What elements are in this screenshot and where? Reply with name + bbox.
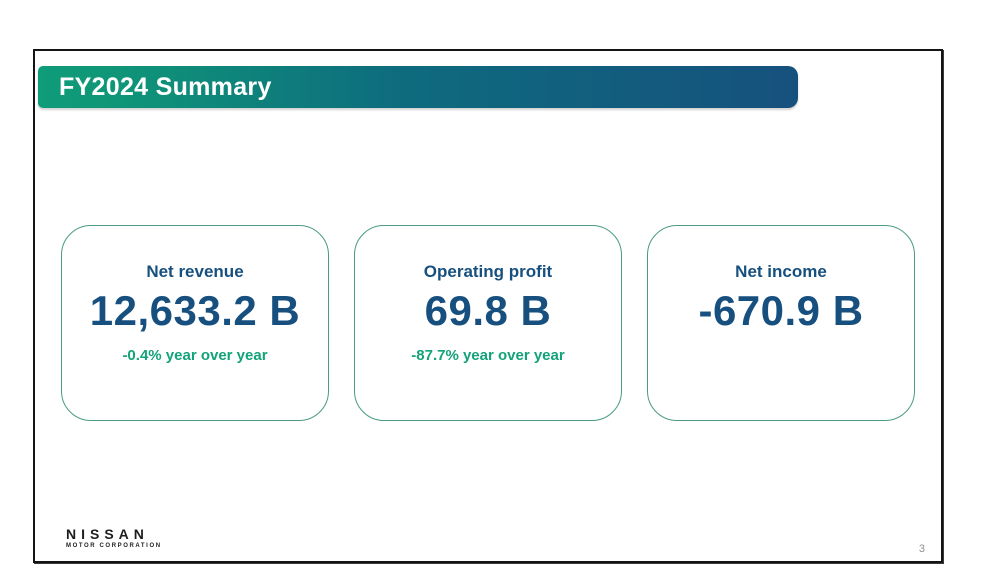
metric-label: Net revenue — [146, 262, 244, 281]
metric-value: 69.8 B — [424, 287, 552, 334]
metric-yoy: -87.7% year over year — [411, 347, 565, 364]
nissan-logo-subtitle: MOTOR CORPORATION — [66, 543, 162, 549]
metric-card-operating-profit: Operating profit 69.8 B -87.7% year over… — [354, 225, 622, 421]
metric-card-net-income: Net income -670.9 B — [647, 225, 915, 421]
slide-title-banner: FY2024 Summary — [38, 66, 798, 108]
metric-card-net-revenue: Net revenue 12,633.2 B -0.4% year over y… — [61, 225, 329, 421]
metric-label: Operating profit — [423, 262, 553, 281]
metric-label: Net income — [735, 262, 827, 281]
page-number: 3 — [918, 543, 925, 555]
nissan-logo: NISSAN MOTOR CORPORATION — [66, 527, 162, 549]
metric-yoy: -0.4% year over year — [122, 347, 268, 364]
metric-cards-row: Net revenue 12,633.2 B -0.4% year over y… — [61, 225, 915, 421]
nissan-logo-wordmark: NISSAN — [66, 526, 149, 542]
slide: FY2024 Summary Net revenue 12,633.2 B -0… — [33, 49, 943, 563]
metric-value: 12,633.2 B — [89, 287, 301, 334]
metric-value: -670.9 B — [698, 287, 864, 334]
slide-title: FY2024 Summary — [59, 72, 272, 101]
